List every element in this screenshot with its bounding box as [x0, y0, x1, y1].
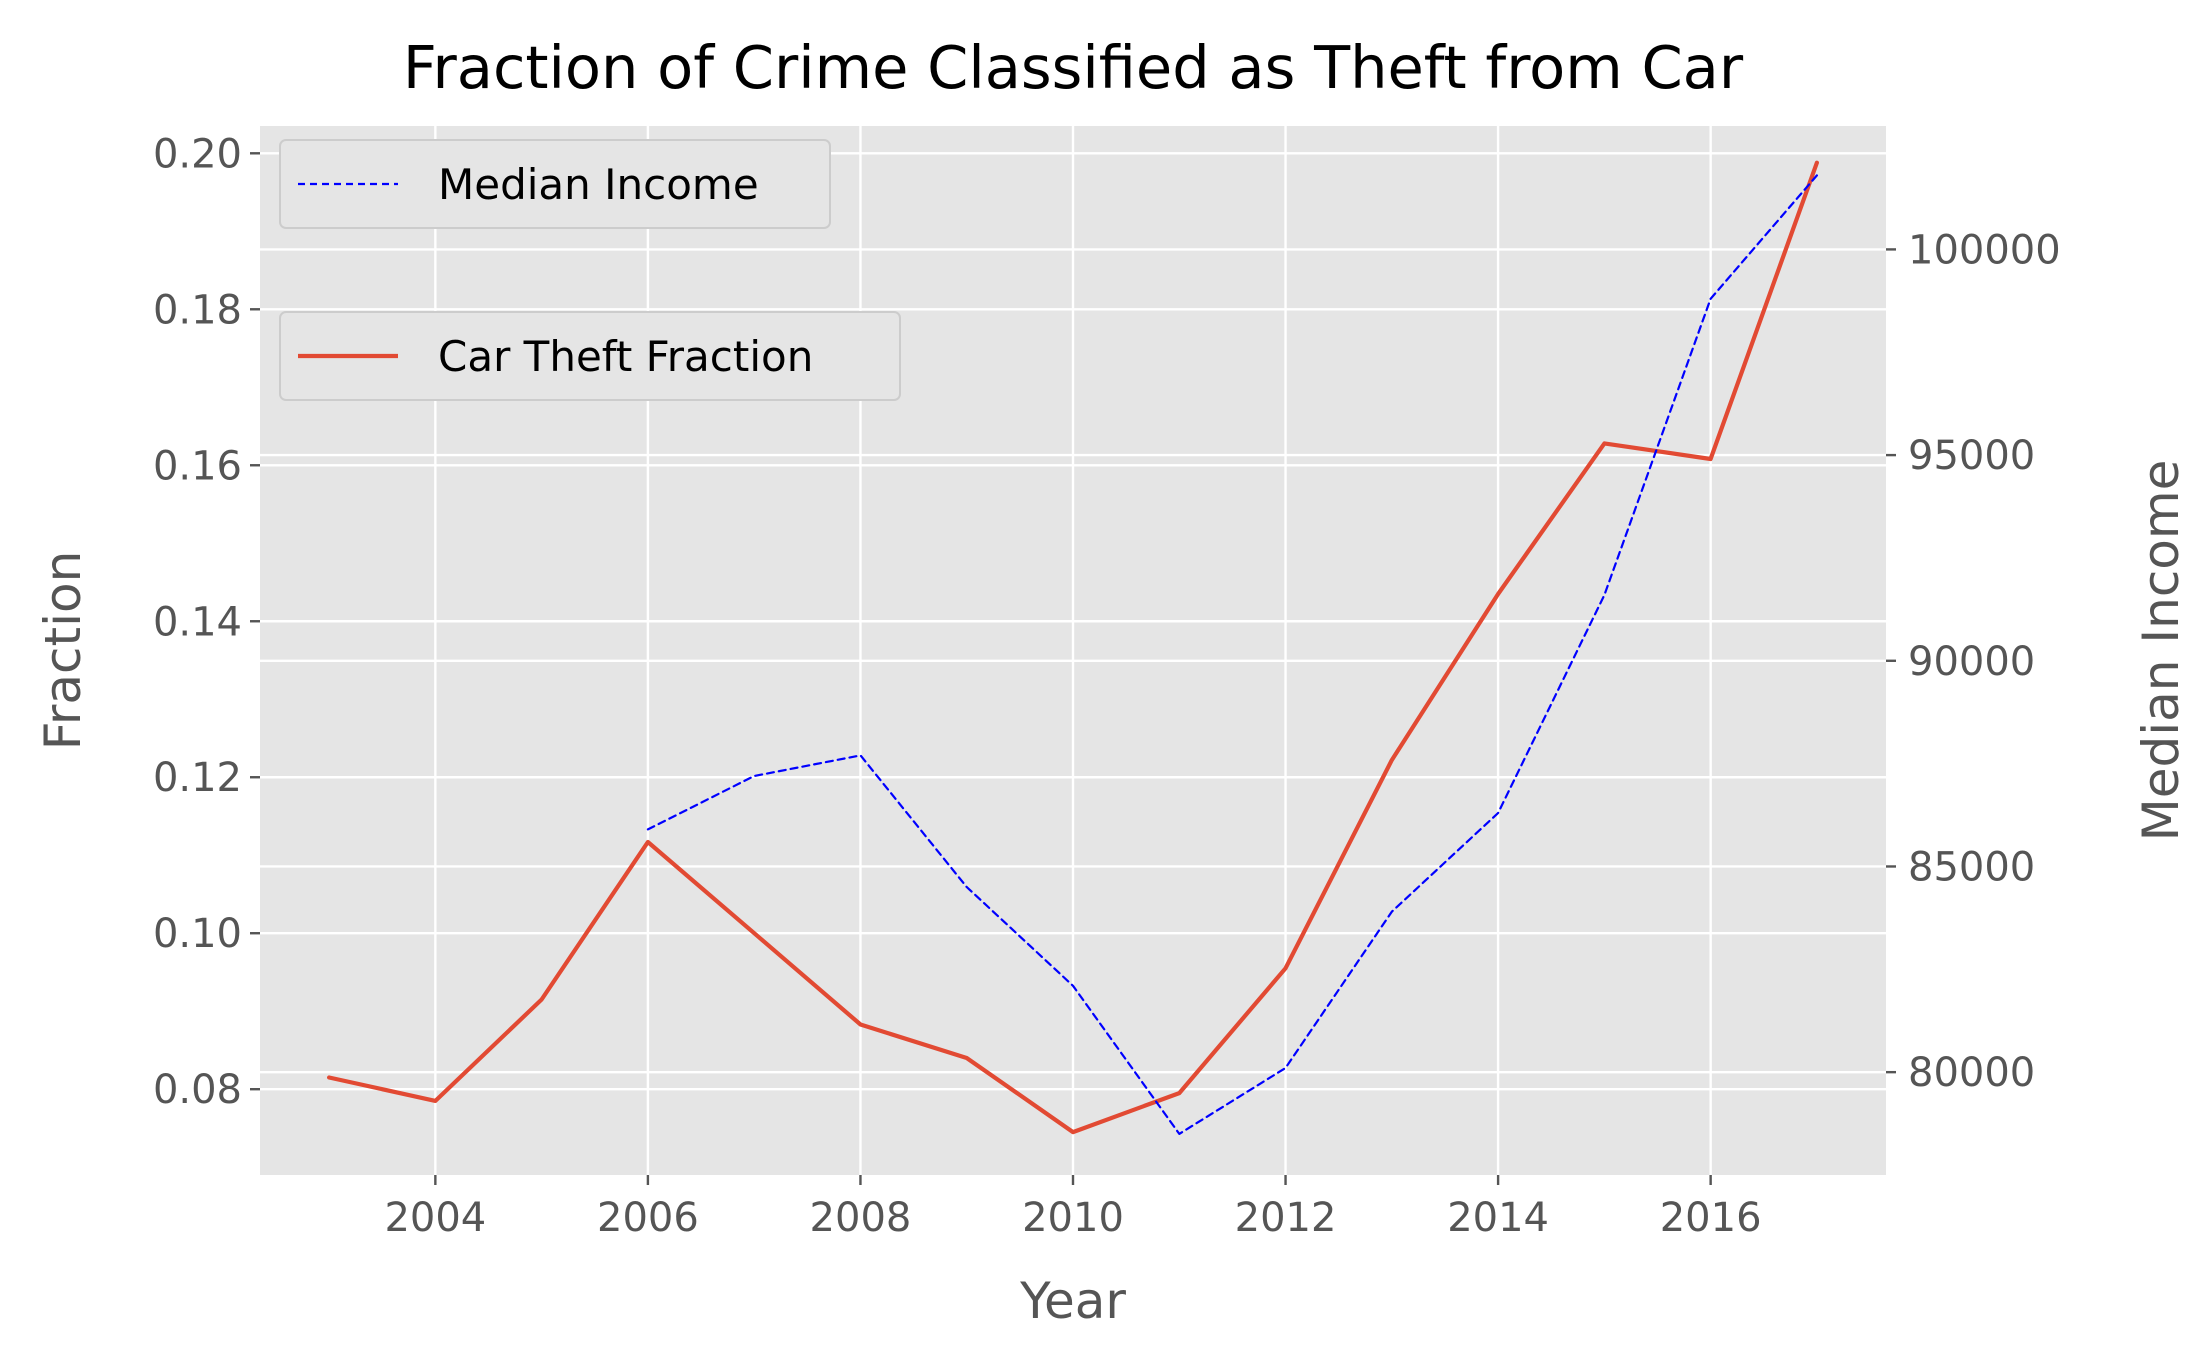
series-line-car-theft-fraction [327, 160, 1820, 1135]
right-y-tick-label: 80000 [1908, 1050, 2035, 1096]
legend-car-theft-fraction: Car Theft Fraction [279, 311, 901, 401]
right-y-tick-label: 90000 [1908, 639, 2035, 685]
left-y-tick-label: 0.18 [153, 287, 242, 333]
x-tick-label: 2004 [384, 1195, 486, 1241]
x-tick-label: 2008 [810, 1195, 912, 1241]
right-y-gridlines [260, 248, 1886, 1074]
x-tick-label: 2014 [1447, 1195, 1549, 1241]
x-axis-ticks: 2004 2006 2008 2010 2012 2014 2016 [384, 1175, 1762, 1241]
right-y-axis-label: Median Income [2132, 460, 2190, 842]
left-y-tick-label: 0.20 [153, 131, 242, 177]
left-y-tick-label: 0.10 [153, 911, 242, 957]
legend-label-median-income: Median Income [438, 160, 759, 209]
right-y-axis-ticks: 80000 85000 90000 95000 100000 [1886, 227, 2061, 1096]
left-y-tick-label: 0.08 [153, 1067, 242, 1113]
x-tick-label: 2006 [597, 1195, 699, 1241]
x-tick-label: 2016 [1660, 1195, 1762, 1241]
left-y-axis-ticks: 0.08 0.10 0.12 0.14 0.16 0.18 0.20 [153, 131, 260, 1113]
right-y-tick-label: 95000 [1908, 433, 2035, 479]
chart-title: Fraction of Crime Classified as Theft fr… [403, 33, 1744, 102]
x-tick-label: 2012 [1235, 1195, 1337, 1241]
left-y-axis-label: Fraction [34, 551, 92, 751]
series-layer [327, 160, 1820, 1136]
left-y-gridlines [260, 152, 1886, 1091]
right-y-tick-label: 100000 [1908, 227, 2061, 273]
left-y-tick-label: 0.12 [153, 755, 242, 801]
x-gridlines [434, 126, 1712, 1175]
x-axis-label: Year [1019, 1272, 1126, 1330]
legend-box [279, 139, 831, 229]
x-tick-label: 2010 [1022, 1195, 1124, 1241]
legend-label-car-theft-fraction: Car Theft Fraction [438, 332, 813, 381]
left-y-tick-label: 0.16 [153, 443, 242, 489]
legend-box [279, 311, 901, 401]
right-y-tick-label: 85000 [1908, 844, 2035, 890]
legend-median-income: Median Income [279, 139, 831, 229]
series-line-median-income [646, 174, 1819, 1136]
left-y-tick-label: 0.14 [153, 599, 242, 645]
